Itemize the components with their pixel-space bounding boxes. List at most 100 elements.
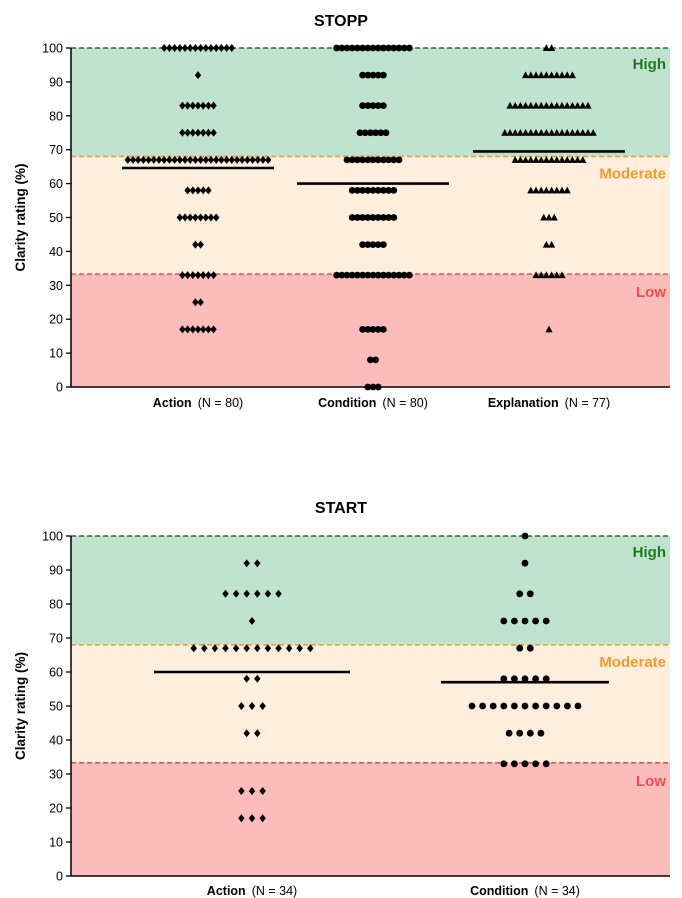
data-point	[537, 729, 545, 737]
data-point	[296, 644, 303, 653]
data-point	[359, 156, 366, 164]
data-point	[385, 44, 392, 52]
data-point	[537, 128, 545, 136]
data-point	[511, 702, 518, 710]
y-tick-label: 70	[49, 632, 63, 646]
category-n: (N = 34)	[534, 884, 580, 898]
category-name: Condition	[470, 884, 528, 898]
data-point	[558, 128, 566, 136]
data-point	[526, 644, 534, 652]
data-point	[166, 155, 173, 164]
data-point	[390, 44, 398, 52]
data-point	[343, 156, 351, 164]
data-point	[511, 760, 518, 768]
data-point	[374, 214, 382, 221]
data-point	[192, 213, 199, 222]
data-point	[135, 155, 142, 164]
series-condition	[441, 532, 609, 768]
data-point	[184, 128, 191, 137]
data-point	[359, 71, 366, 79]
data-point	[400, 271, 408, 279]
data-point	[243, 559, 250, 568]
data-point	[545, 213, 553, 221]
data-point	[385, 271, 392, 279]
data-point	[385, 156, 392, 164]
category-n: (N = 80)	[198, 396, 244, 410]
data-point	[374, 102, 382, 110]
series-action	[122, 44, 274, 334]
data-point	[532, 156, 540, 163]
series-condition	[297, 44, 449, 391]
data-point	[264, 644, 272, 653]
y-tick-label: 20	[49, 802, 63, 816]
data-point	[500, 702, 508, 710]
y-tick-label: 50	[49, 700, 63, 714]
data-point	[521, 559, 529, 567]
data-point	[553, 128, 561, 136]
data-point	[537, 156, 545, 163]
data-point	[395, 156, 403, 164]
y-tick-label: 100	[42, 42, 63, 56]
data-point	[527, 186, 535, 194]
data-point	[354, 271, 361, 279]
data-point	[369, 44, 377, 52]
zone-high	[71, 536, 670, 645]
data-point	[511, 101, 519, 109]
data-point	[364, 214, 372, 221]
data-point	[192, 155, 199, 164]
data-point	[254, 559, 261, 568]
data-point	[374, 44, 382, 52]
data-point	[542, 156, 550, 163]
data-point	[200, 101, 207, 110]
data-point	[333, 271, 340, 279]
data-point	[205, 101, 212, 110]
data-point	[574, 156, 582, 163]
data-point	[197, 298, 204, 307]
data-point	[189, 271, 196, 280]
data-point	[584, 128, 592, 136]
data-point	[522, 71, 530, 79]
data-point	[369, 214, 377, 221]
data-point	[254, 674, 261, 683]
data-point	[192, 240, 199, 249]
data-point	[372, 356, 379, 364]
data-point	[553, 101, 561, 109]
zone-label-high: High	[633, 56, 666, 73]
data-point	[171, 44, 178, 52]
data-point	[367, 129, 374, 137]
data-point	[390, 186, 398, 194]
data-point	[532, 271, 540, 279]
data-point	[553, 156, 561, 163]
category-name: Action	[207, 884, 246, 898]
data-point	[348, 214, 356, 221]
data-point	[563, 71, 571, 79]
data-point	[369, 102, 377, 110]
data-point	[558, 271, 566, 279]
data-point	[574, 128, 582, 136]
data-point	[361, 129, 369, 137]
data-point	[194, 101, 202, 110]
y-tick-label: 0	[56, 381, 63, 395]
data-point	[364, 44, 372, 52]
data-point	[527, 156, 535, 163]
data-point	[275, 644, 282, 653]
data-point	[218, 155, 225, 164]
data-point	[511, 128, 519, 136]
y-tick-label: 90	[49, 75, 63, 89]
data-point	[521, 532, 529, 540]
data-point	[210, 271, 217, 280]
data-point	[516, 101, 524, 109]
data-point	[589, 128, 597, 136]
data-point	[179, 128, 186, 137]
data-point	[511, 156, 519, 163]
data-point	[553, 71, 561, 79]
data-point	[243, 674, 250, 683]
data-point	[200, 325, 207, 334]
data-point	[181, 213, 189, 222]
data-point	[248, 787, 256, 795]
data-point	[542, 617, 550, 625]
data-point	[558, 156, 566, 163]
data-point	[380, 186, 387, 194]
y-tick-label: 50	[49, 211, 63, 225]
